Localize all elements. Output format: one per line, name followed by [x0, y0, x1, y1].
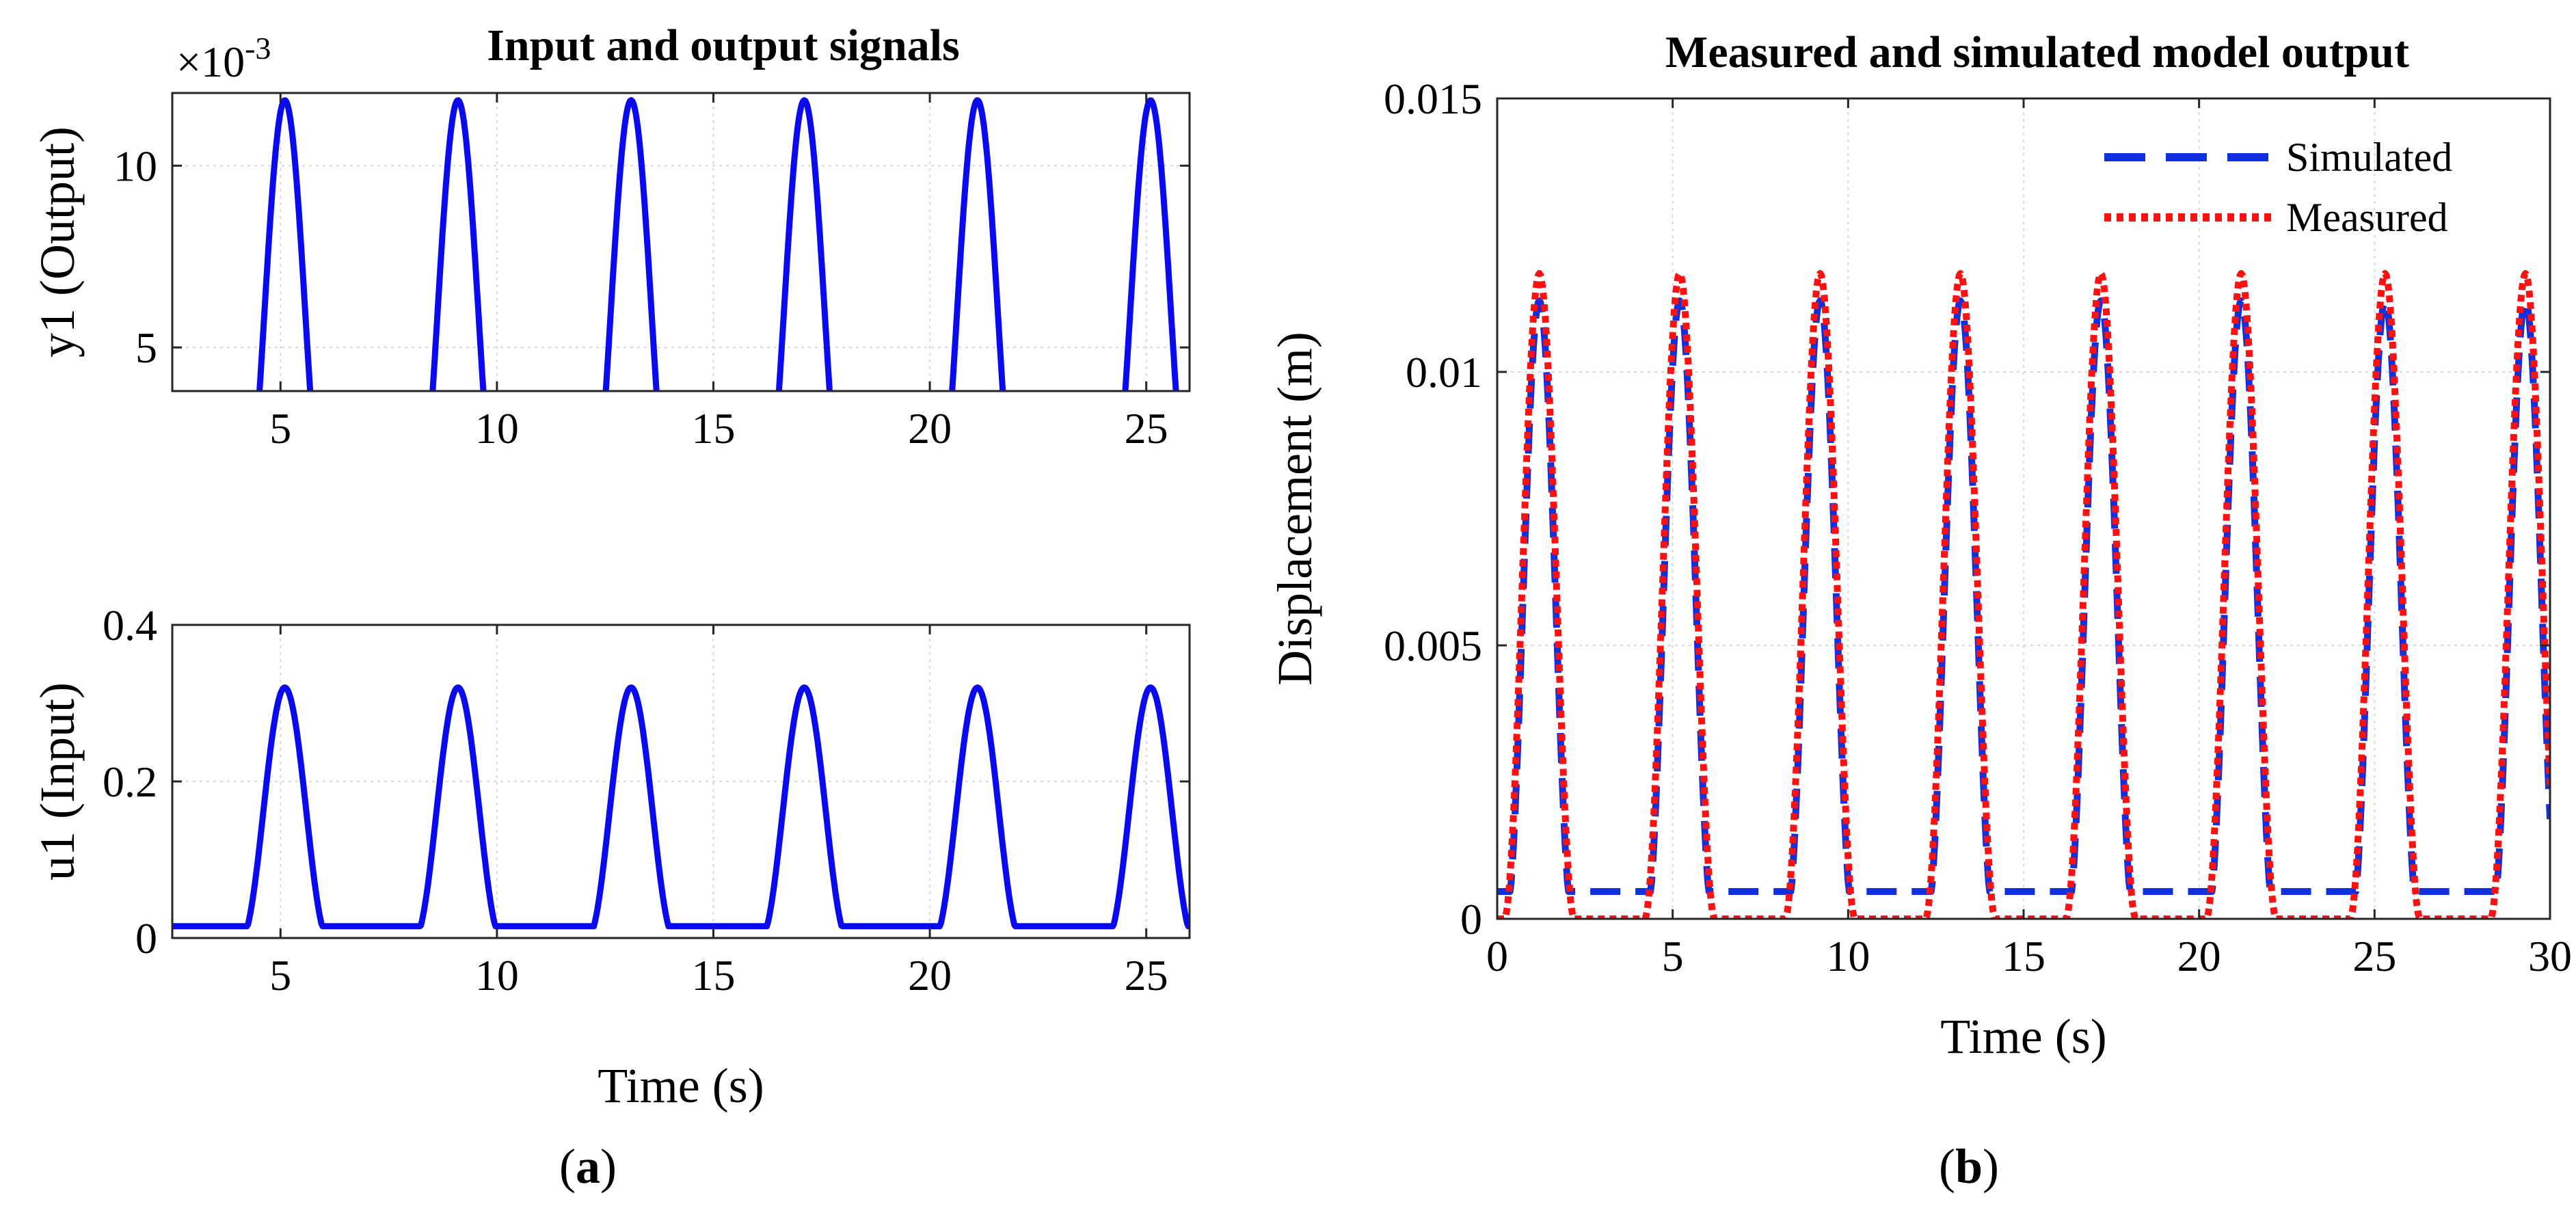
- y-axis-label: Displacement (m): [1267, 332, 1322, 686]
- series-line-simulated: [1497, 297, 2550, 895]
- x-axis-label: Time (s): [598, 1058, 764, 1113]
- x-tick-label: 10: [1826, 932, 1870, 980]
- x-tick-label: 5: [269, 951, 291, 1000]
- y-tick-label: 0: [1460, 895, 1482, 943]
- y-multiplier: ×10-3: [176, 31, 271, 86]
- y-tick-label: 0.2: [103, 758, 157, 806]
- panel-label-a: (a): [559, 1139, 617, 1194]
- y-tick-label: 0.005: [1384, 621, 1482, 670]
- x-tick-label: 15: [691, 951, 735, 1000]
- y-tick-label: 10: [113, 142, 157, 190]
- x-axis-label: Time (s): [1940, 1009, 2106, 1064]
- x-tick-label: 0: [1486, 932, 1508, 980]
- y-tick-label: 5: [135, 323, 157, 372]
- legend-label-simulated: Simulated: [2286, 135, 2452, 180]
- chart-title-a: Input and output signals: [487, 21, 960, 70]
- legend-label-measured: Measured: [2286, 195, 2448, 240]
- x-tick-label: 25: [1125, 951, 1168, 1000]
- x-tick-label: 25: [2352, 932, 2396, 980]
- x-tick-label: 5: [269, 404, 291, 453]
- x-tick-label: 15: [691, 404, 735, 453]
- x-tick-label: 20: [908, 404, 952, 453]
- axes-frame: [171, 92, 1191, 392]
- x-tick-label: 10: [475, 951, 519, 1000]
- x-tick-label: 20: [2177, 932, 2221, 980]
- y-tick-label: 0.015: [1384, 75, 1482, 123]
- series-line-measured: [1497, 270, 2550, 919]
- panel-label-b: (b): [1939, 1139, 1999, 1194]
- y-tick-label: 0.01: [1406, 348, 1482, 397]
- legend: Simulated Measured: [2104, 135, 2452, 240]
- model-output-axes: Measured and simulated model output 0 5 10…: [1267, 27, 2572, 1064]
- y-tick-label: 0: [135, 914, 157, 963]
- chart-title-b: Measured and simulated model output: [1665, 27, 2409, 77]
- series-line-u1: [172, 684, 1190, 930]
- y-axis-label: u1 (Input): [30, 682, 85, 881]
- output-signal-axes: Input and output signals ×10-3 5 10 15 20 25…: [30, 21, 1191, 453]
- x-tick-label: 30: [2528, 932, 2572, 980]
- y-axis-label: y1 (Output): [30, 126, 85, 358]
- series-line-y1: [256, 97, 1179, 391]
- x-tick-label: 20: [908, 951, 952, 1000]
- x-tick-label: 15: [2002, 932, 2045, 980]
- x-tick-label: 5: [1662, 932, 1684, 980]
- y-tick-label: 0.4: [103, 601, 157, 649]
- x-tick-label: 10: [475, 404, 519, 453]
- input-signal-axes: 5 10 15 20 25 0 0.2 0.4 u1 (Input) Time (s): [30, 601, 1191, 1113]
- x-tick-label: 25: [1125, 404, 1168, 453]
